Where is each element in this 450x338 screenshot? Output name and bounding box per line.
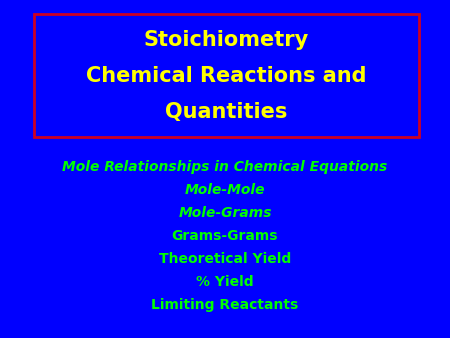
Text: Quantities: Quantities	[165, 102, 287, 122]
Text: Mole-Grams: Mole-Grams	[178, 206, 272, 220]
FancyBboxPatch shape	[34, 14, 419, 137]
Text: Mole-Mole: Mole-Mole	[185, 183, 265, 197]
Text: Limiting Reactants: Limiting Reactants	[151, 298, 299, 312]
Text: Chemical Reactions and: Chemical Reactions and	[86, 66, 366, 86]
Text: Grams-Grams: Grams-Grams	[172, 229, 278, 243]
Text: Theoretical Yield: Theoretical Yield	[159, 252, 291, 266]
Text: Mole Relationships in Chemical Equations: Mole Relationships in Chemical Equations	[63, 160, 387, 174]
Text: Stoichiometry: Stoichiometry	[144, 30, 309, 50]
Text: % Yield: % Yield	[196, 275, 254, 289]
